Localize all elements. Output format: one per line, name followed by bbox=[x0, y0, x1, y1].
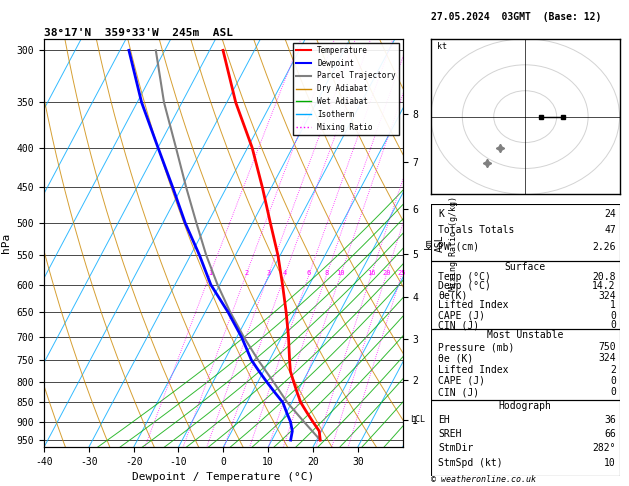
Text: Mixing Ratio (g/kg): Mixing Ratio (g/kg) bbox=[449, 195, 458, 291]
Text: 27.05.2024  03GMT  (Base: 12): 27.05.2024 03GMT (Base: 12) bbox=[431, 12, 601, 22]
Text: Temp (°C): Temp (°C) bbox=[438, 272, 491, 282]
Text: kt: kt bbox=[437, 42, 447, 51]
Text: 38°17'N  359°33'W  245m  ASL: 38°17'N 359°33'W 245m ASL bbox=[44, 28, 233, 38]
Text: 2: 2 bbox=[610, 364, 616, 375]
Text: 16: 16 bbox=[367, 270, 376, 276]
Text: CIN (J): CIN (J) bbox=[438, 320, 479, 330]
Text: θe(K): θe(K) bbox=[438, 291, 468, 301]
Text: CIN (J): CIN (J) bbox=[438, 387, 479, 397]
Text: θe (K): θe (K) bbox=[438, 353, 474, 364]
Text: StmSpd (kt): StmSpd (kt) bbox=[438, 457, 503, 468]
Text: 25: 25 bbox=[398, 270, 406, 276]
Text: EH: EH bbox=[438, 415, 450, 425]
Text: 324: 324 bbox=[598, 353, 616, 364]
Text: 20.8: 20.8 bbox=[593, 272, 616, 282]
Text: K: K bbox=[438, 209, 444, 219]
Text: 36: 36 bbox=[604, 415, 616, 425]
Y-axis label: km
ASL: km ASL bbox=[424, 234, 445, 252]
Text: 8: 8 bbox=[325, 270, 329, 276]
Text: Hodograph: Hodograph bbox=[499, 401, 552, 411]
Legend: Temperature, Dewpoint, Parcel Trajectory, Dry Adiabat, Wet Adiabat, Isotherm, Mi: Temperature, Dewpoint, Parcel Trajectory… bbox=[292, 43, 399, 135]
Text: 2: 2 bbox=[244, 270, 248, 276]
Text: SREH: SREH bbox=[438, 429, 462, 438]
Text: StmDir: StmDir bbox=[438, 443, 474, 453]
Text: Lifted Index: Lifted Index bbox=[438, 364, 509, 375]
Text: 24: 24 bbox=[604, 209, 616, 219]
Text: 0: 0 bbox=[610, 387, 616, 397]
Text: 66: 66 bbox=[604, 429, 616, 438]
Text: CAPE (J): CAPE (J) bbox=[438, 311, 486, 321]
Y-axis label: hPa: hPa bbox=[1, 233, 11, 253]
Text: 20: 20 bbox=[382, 270, 391, 276]
Text: Pressure (mb): Pressure (mb) bbox=[438, 342, 515, 352]
Text: 3: 3 bbox=[267, 270, 270, 276]
Text: Dewp (°C): Dewp (°C) bbox=[438, 281, 491, 292]
Text: Most Unstable: Most Unstable bbox=[487, 330, 564, 340]
Text: 1: 1 bbox=[610, 300, 616, 311]
Text: 10: 10 bbox=[337, 270, 345, 276]
Text: Totals Totals: Totals Totals bbox=[438, 225, 515, 235]
Text: PW (cm): PW (cm) bbox=[438, 242, 479, 252]
Text: CAPE (J): CAPE (J) bbox=[438, 376, 486, 386]
Text: 0: 0 bbox=[610, 320, 616, 330]
Text: 750: 750 bbox=[598, 342, 616, 352]
Text: 6: 6 bbox=[307, 270, 311, 276]
Text: 324: 324 bbox=[598, 291, 616, 301]
X-axis label: Dewpoint / Temperature (°C): Dewpoint / Temperature (°C) bbox=[132, 472, 314, 483]
Text: 282°: 282° bbox=[593, 443, 616, 453]
Text: Lifted Index: Lifted Index bbox=[438, 300, 509, 311]
Text: 4: 4 bbox=[283, 270, 287, 276]
Text: 2.26: 2.26 bbox=[593, 242, 616, 252]
Text: 14.2: 14.2 bbox=[593, 281, 616, 292]
Text: 1: 1 bbox=[208, 270, 212, 276]
Text: 47: 47 bbox=[604, 225, 616, 235]
Text: 0: 0 bbox=[610, 376, 616, 386]
Text: 0: 0 bbox=[610, 311, 616, 321]
Text: LCL: LCL bbox=[409, 416, 425, 424]
Text: 10: 10 bbox=[604, 457, 616, 468]
Text: © weatheronline.co.uk: © weatheronline.co.uk bbox=[431, 474, 536, 484]
Text: Surface: Surface bbox=[504, 262, 546, 272]
